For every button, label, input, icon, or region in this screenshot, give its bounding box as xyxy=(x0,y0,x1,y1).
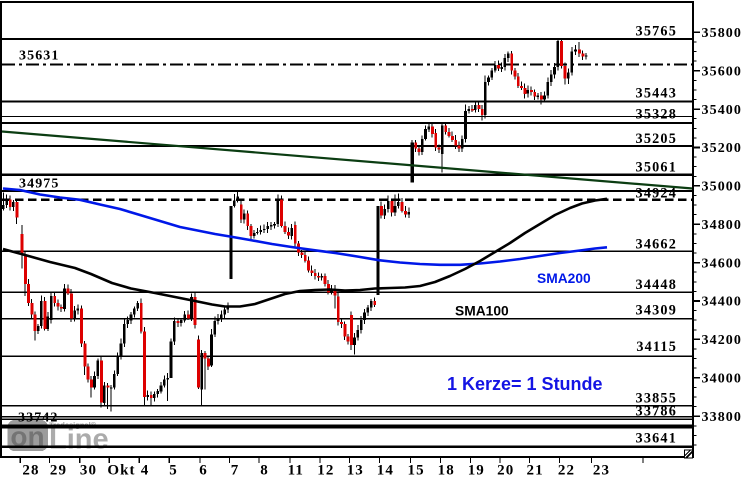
svg-text:1 Kerze= 1 Stunde: 1 Kerze= 1 Stunde xyxy=(447,374,603,394)
svg-text:35328: 35328 xyxy=(636,107,677,123)
svg-text:34662: 34662 xyxy=(636,237,677,253)
svg-text:34200: 34200 xyxy=(702,333,743,348)
svg-text:33641: 33641 xyxy=(636,431,677,447)
svg-text:34115: 34115 xyxy=(636,339,677,355)
svg-text:35200: 35200 xyxy=(702,141,743,156)
svg-text:5: 5 xyxy=(169,463,178,479)
svg-text:35205: 35205 xyxy=(636,131,677,147)
svg-text:12: 12 xyxy=(317,463,334,479)
svg-text:21: 21 xyxy=(526,463,543,479)
svg-text:34975: 34975 xyxy=(19,177,60,192)
svg-text:13: 13 xyxy=(347,463,364,479)
svg-text:35061: 35061 xyxy=(636,160,677,176)
svg-text:14: 14 xyxy=(377,463,394,479)
svg-text:15: 15 xyxy=(407,463,424,479)
svg-text:30: 30 xyxy=(80,463,97,479)
svg-text:35600: 35600 xyxy=(702,64,743,79)
svg-text:4: 4 xyxy=(141,463,150,479)
svg-text:SMA100: SMA100 xyxy=(455,304,509,319)
svg-text:33800: 33800 xyxy=(702,410,743,425)
svg-text:22: 22 xyxy=(558,463,575,479)
svg-text:33786: 33786 xyxy=(636,404,677,420)
svg-text:18: 18 xyxy=(438,463,455,479)
svg-text:34000: 34000 xyxy=(702,372,743,387)
svg-text:28: 28 xyxy=(22,463,39,479)
svg-text:35800: 35800 xyxy=(702,26,743,41)
svg-text:34600: 34600 xyxy=(702,256,743,271)
svg-text:Okt: Okt xyxy=(107,463,135,479)
svg-text:11: 11 xyxy=(288,463,304,479)
svg-text:20: 20 xyxy=(497,463,514,479)
svg-text:35000: 35000 xyxy=(702,180,743,195)
svg-text:34400: 34400 xyxy=(702,295,743,310)
svg-text:34309: 34309 xyxy=(636,303,677,319)
svg-text:SMA200: SMA200 xyxy=(537,271,591,286)
svg-text:8: 8 xyxy=(260,463,269,479)
svg-text:23: 23 xyxy=(593,463,610,479)
svg-text:35443: 35443 xyxy=(636,86,677,102)
svg-text:Line: Line xyxy=(49,424,109,456)
svg-text:34448: 34448 xyxy=(636,277,677,293)
svg-text:35400: 35400 xyxy=(702,103,743,118)
svg-text:35631: 35631 xyxy=(19,49,60,64)
svg-text:7: 7 xyxy=(231,463,240,479)
svg-text:19: 19 xyxy=(468,463,485,479)
svg-text:34800: 34800 xyxy=(702,218,743,233)
svg-text:34924: 34924 xyxy=(636,185,677,201)
svg-text:33855: 33855 xyxy=(636,391,677,407)
svg-text:29: 29 xyxy=(50,463,67,479)
svg-text:6: 6 xyxy=(199,463,208,479)
svg-text:33742: 33742 xyxy=(18,411,59,426)
svg-text:35765: 35765 xyxy=(636,24,677,40)
